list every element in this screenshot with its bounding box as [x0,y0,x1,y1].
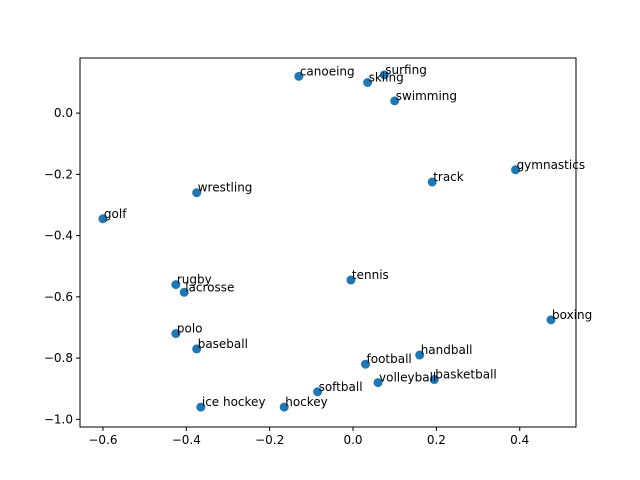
scatter-point [313,387,323,397]
scatter-point [171,329,181,339]
point-label: skiing [369,70,404,84]
data-point-labels: surfing canoeing skiing swimming gymnastics t… [104,63,592,409]
scatter-point [192,188,202,198]
point-label: lacrosse [185,280,234,294]
x-tick-label: −0.2 [255,433,284,447]
scatter-point [346,275,356,285]
point-label: ice hockey [202,395,266,409]
y-tick-label: −0.6 [44,290,73,304]
data-points [98,70,556,412]
point-label: wrestling [198,181,253,195]
point-label: surfing [385,63,427,77]
scatter-point [511,165,521,175]
scatter-point [294,71,304,81]
point-label: basketball [435,368,496,382]
point-label: volleyball [379,371,436,385]
point-label: gymnastics [517,158,586,172]
y-axis-ticks: 0.0 −0.2 −0.4 −0.6 −0.8 −1.0 [44,106,80,426]
plot-area-frame [79,57,577,428]
x-tick-label: 0.0 [343,433,362,447]
y-tick-label: −0.4 [44,229,73,243]
point-label: hockey [285,395,328,409]
scatter-point [361,359,371,369]
point-label: track [433,170,464,184]
scatter-point [429,375,439,385]
scatter-point [415,350,425,360]
scatter-point [379,70,389,80]
scatter-point [196,402,206,412]
point-label: canoeing [300,64,355,78]
point-label: rugby [177,273,212,287]
y-tick-label: 0.0 [54,106,73,120]
y-tick-label: −1.0 [44,412,73,426]
point-label: swimming [396,89,457,103]
scatter-point [363,77,373,87]
point-label: tennis [352,268,389,282]
x-tick-label: 0.4 [510,433,529,447]
scatter-point [192,344,202,354]
point-label: golf [104,207,127,221]
point-label: polo [177,322,203,336]
point-label: boxing [552,308,592,322]
scatter-point [390,96,400,106]
scatter-point [427,177,437,187]
point-label: softball [319,380,363,394]
scatter-point [171,280,181,290]
scatter-point [279,402,289,412]
point-label: football [367,352,412,366]
scatter-point [546,315,556,325]
x-axis-ticks: −0.6 −0.4 −0.2 0.0 0.2 0.4 [88,427,529,447]
scatter-point [373,378,383,388]
x-tick-label: −0.6 [88,433,117,447]
scatter-point [98,214,108,224]
scatter-point [179,287,189,297]
y-tick-label: −0.8 [44,351,73,365]
x-tick-label: −0.4 [172,433,201,447]
point-label: handball [421,343,473,357]
point-label: baseball [198,337,248,351]
x-tick-label: 0.2 [427,433,446,447]
y-tick-label: −0.2 [44,167,73,181]
